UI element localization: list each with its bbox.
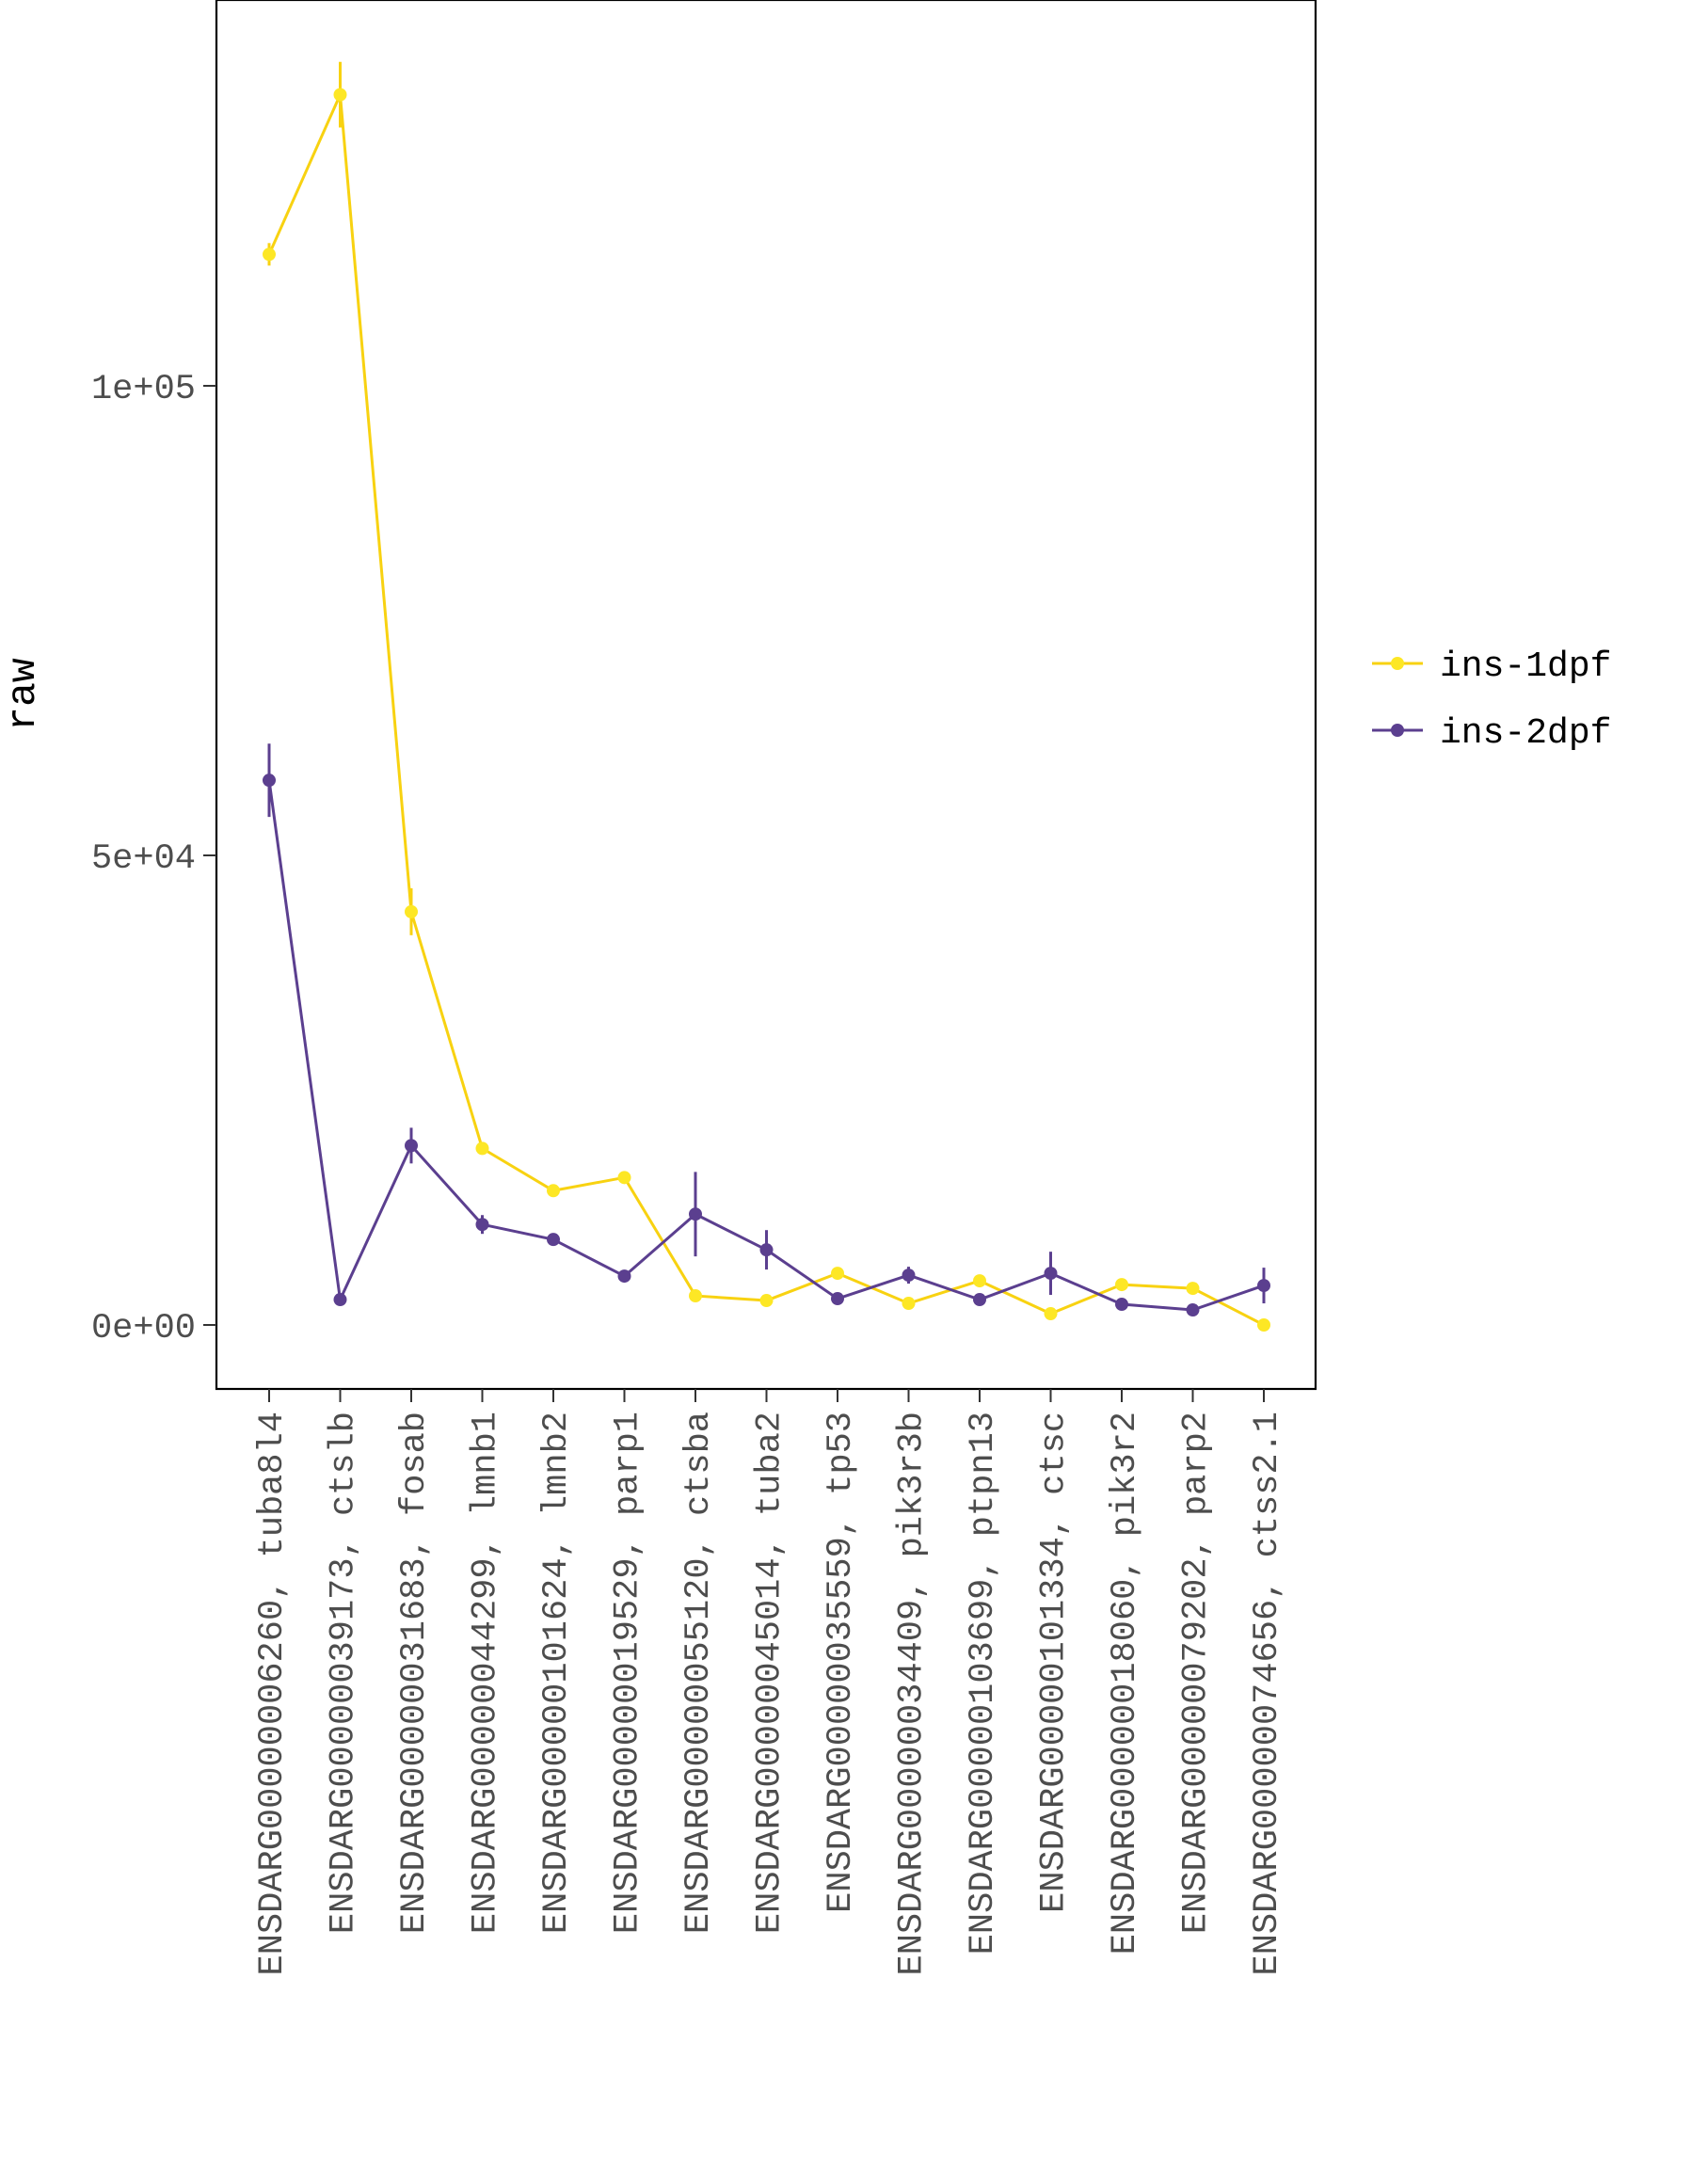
legend: ins-1dpf ins-2dpf	[1372, 646, 1611, 754]
data-point	[1257, 1279, 1270, 1293]
x-tick-label: ENSDARG00000079202, parp2	[1177, 1412, 1217, 1934]
data-point	[475, 1141, 489, 1156]
data-point	[759, 1294, 774, 1308]
data-point	[263, 774, 276, 788]
data-point	[831, 1292, 844, 1306]
x-tick-label: ENSDARG00000103699, ptpn13	[964, 1412, 1003, 1955]
data-point	[475, 1218, 489, 1232]
data-point	[405, 904, 418, 918]
data-point	[973, 1293, 986, 1307]
data-point	[1257, 1318, 1270, 1332]
y-tick-label: 1e+05	[91, 370, 196, 409]
x-tick-label: ENSDARG00000044299, lmnb1	[467, 1412, 506, 1934]
data-point	[1115, 1278, 1128, 1292]
x-axis: ENSDARG00000006260, tuba8l4 ENSDARG000000…	[253, 1389, 1287, 1976]
x-tick-label: ENSDARG00000074656, ctss2.1	[1248, 1412, 1287, 1976]
data-point	[617, 1171, 631, 1185]
data-point	[333, 88, 347, 102]
legend-label: ins-1dpf	[1440, 646, 1611, 687]
series-ins-2dpf	[263, 743, 1270, 1317]
data-point	[1044, 1267, 1058, 1281]
legend-label: ins-2dpf	[1440, 713, 1611, 754]
x-tick-label: ENSDARG00000031683, fosab	[395, 1412, 435, 1934]
x-tick-label: ENSDARG00000035559, tp53	[822, 1412, 861, 1913]
legend-item: ins-1dpf	[1372, 646, 1611, 687]
data-point	[689, 1207, 702, 1221]
x-tick-label: ENSDARG00000045014, tuba2	[751, 1412, 790, 1934]
data-point	[759, 1243, 774, 1257]
panel-border	[215, 0, 1317, 1391]
plot-marks	[263, 61, 1270, 1332]
data-point	[831, 1267, 844, 1281]
data-point	[1115, 1298, 1128, 1312]
x-tick-label: ENSDARG00000101334, ctsc	[1035, 1412, 1075, 1913]
data-point	[973, 1274, 986, 1288]
legend-key-point	[1391, 724, 1404, 737]
data-point	[689, 1289, 702, 1303]
data-point	[547, 1233, 560, 1247]
series-line	[267, 93, 1265, 1327]
data-point	[902, 1297, 916, 1311]
y-tick-label: 0e+00	[91, 1309, 196, 1348]
data-point	[333, 1293, 347, 1307]
y-axis-title: raw	[0, 658, 46, 731]
x-tick-label: ENSDARG00000019529, parp1	[609, 1412, 648, 1934]
data-point	[1186, 1303, 1200, 1317]
data-point	[263, 247, 276, 262]
data-point	[547, 1184, 560, 1198]
data-point	[617, 1269, 631, 1284]
data-point	[902, 1268, 916, 1283]
x-tick-label: ENSDARG00000101624, lmnb2	[537, 1412, 577, 1934]
x-tick-label: ENSDARG00000055120, ctsba	[679, 1412, 719, 1934]
x-tick-label: ENSDARG00000018060, pik3r2	[1106, 1412, 1145, 1955]
data-point	[405, 1139, 418, 1153]
y-tick-label: 5e+04	[91, 839, 196, 879]
data-point	[1044, 1307, 1058, 1321]
data-point	[1186, 1282, 1200, 1296]
legend-item: ins-2dpf	[1372, 713, 1611, 754]
y-axis: 0e+00 5e+04 1e+05	[91, 370, 216, 1348]
x-tick-label: ENSDARG00000034409, pik3r3b	[893, 1412, 933, 1976]
legend-key-point	[1391, 657, 1404, 670]
x-tick-label: ENSDARG00000006260, tuba8l4	[253, 1412, 293, 1976]
x-tick-label: ENSDARG00000039173, ctslb	[325, 1412, 364, 1934]
